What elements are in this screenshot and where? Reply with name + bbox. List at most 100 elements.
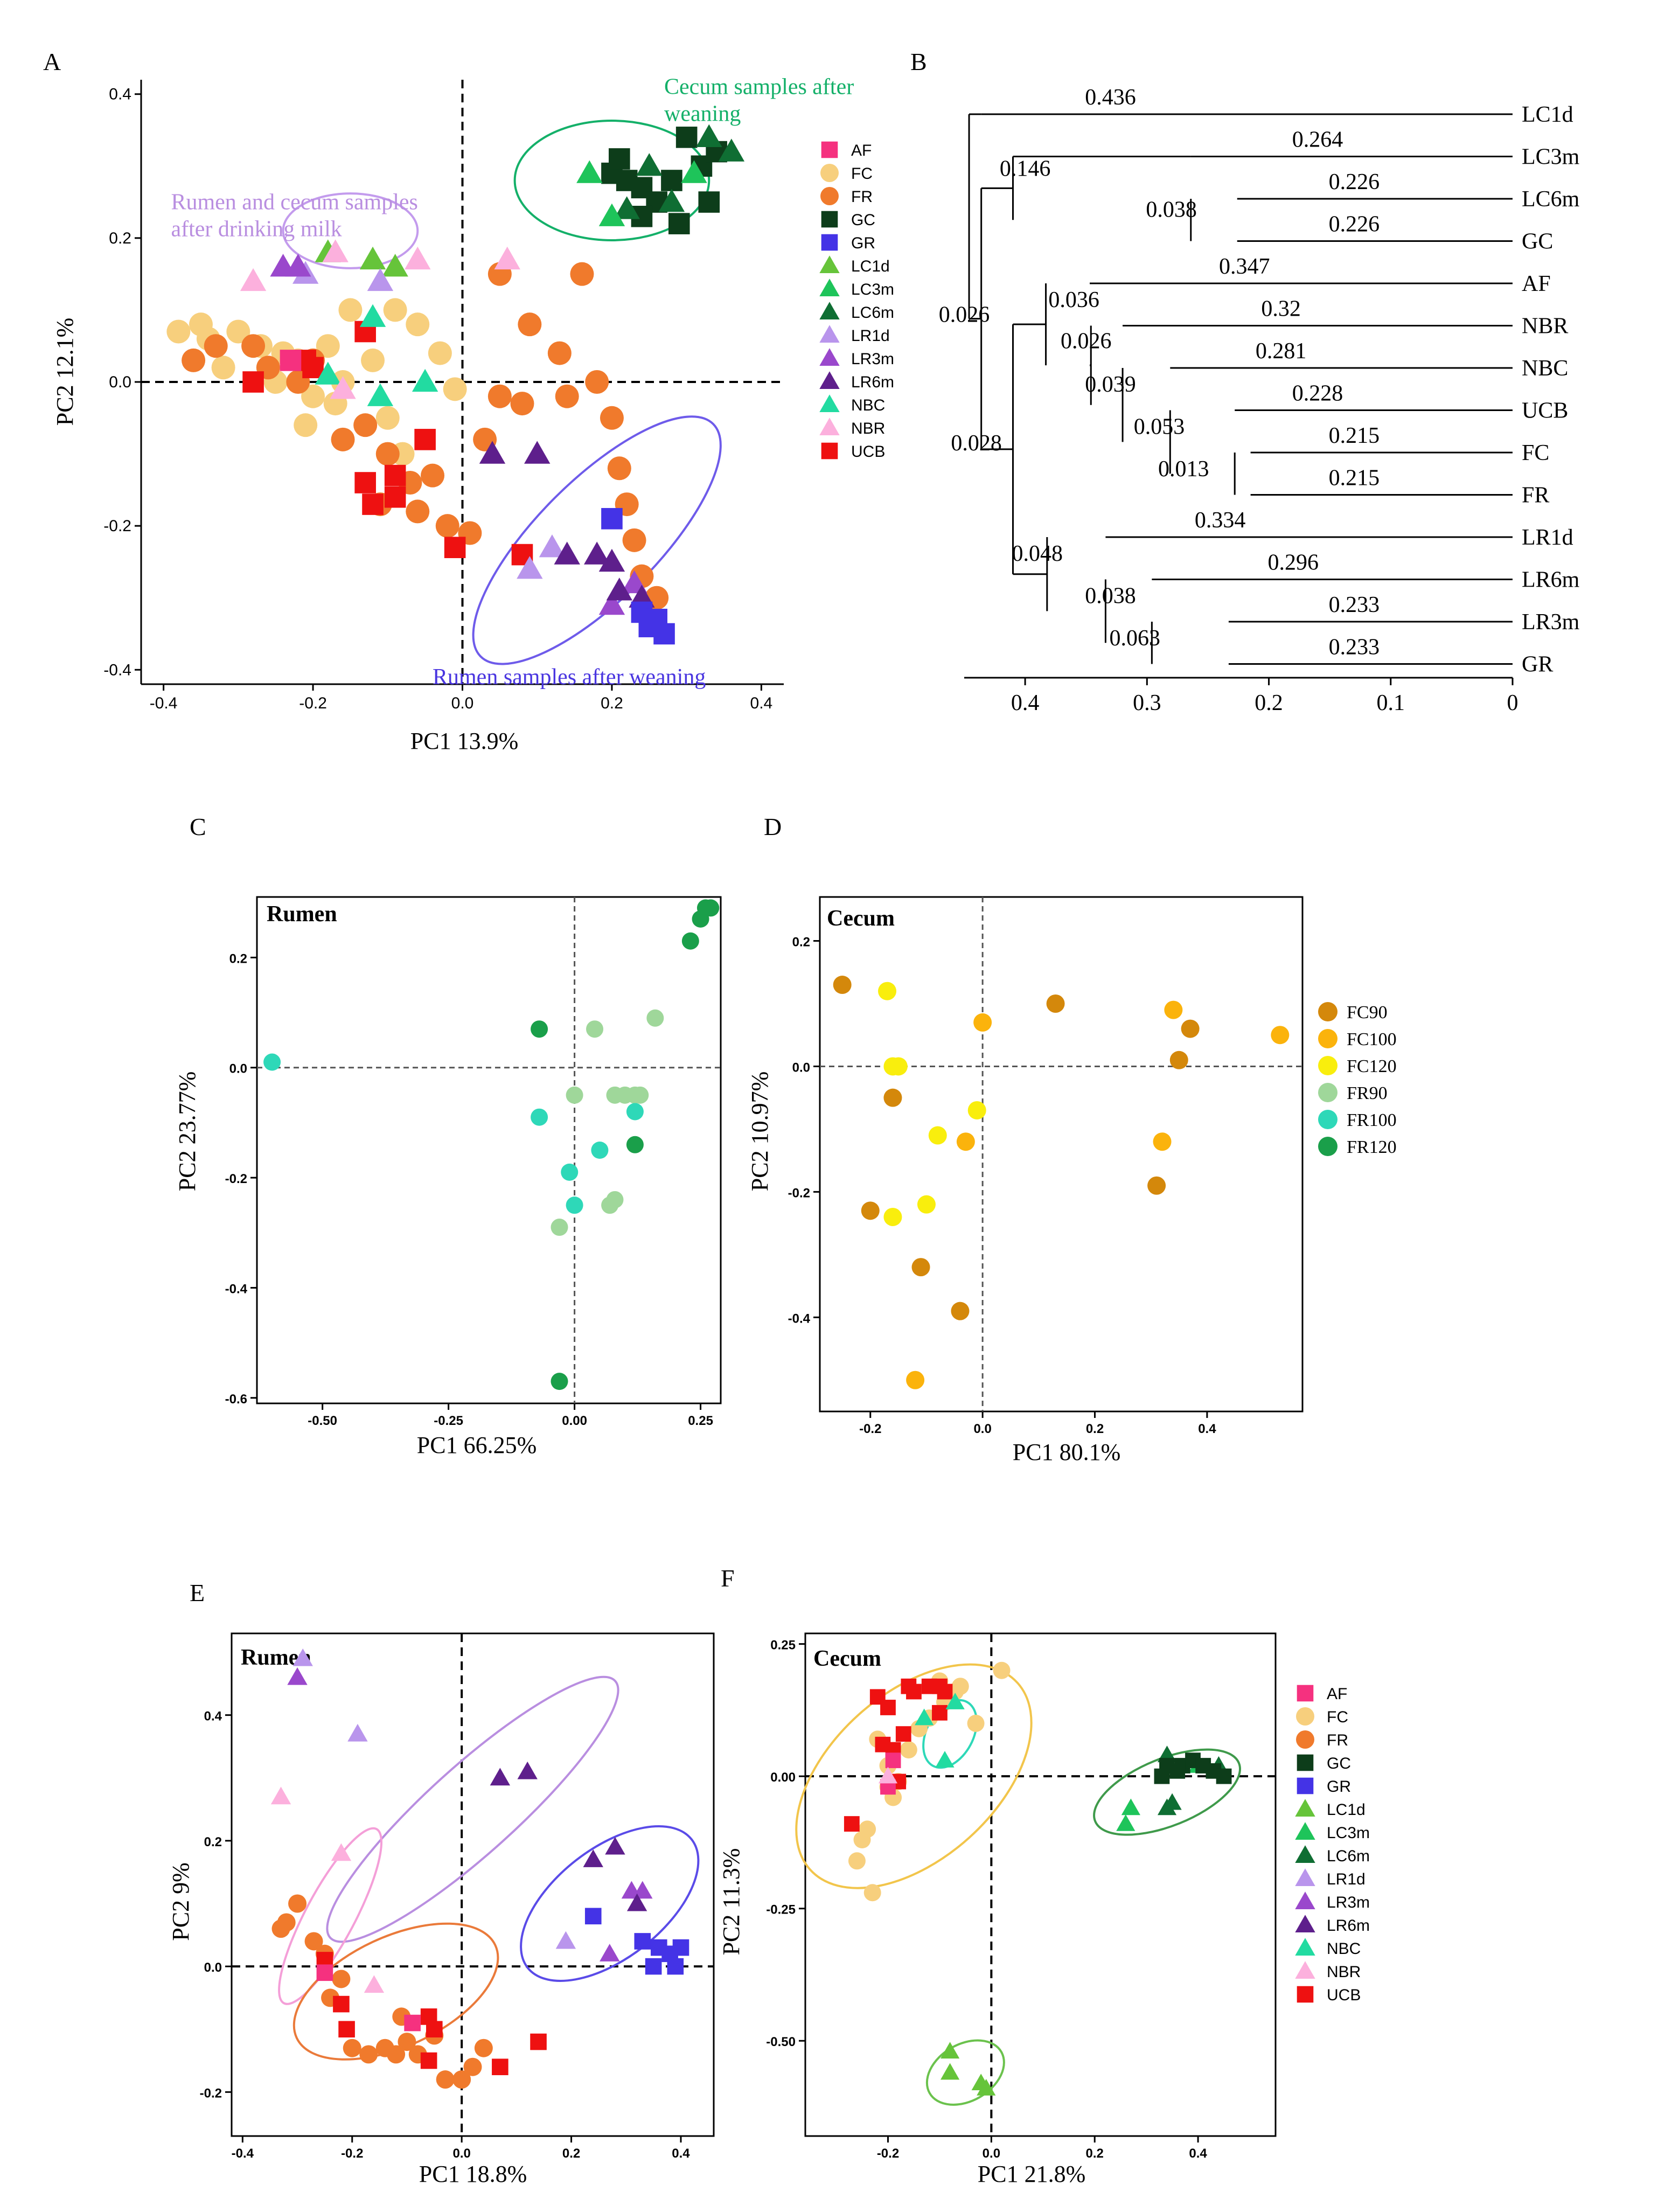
panel-d-ylabel: PC2 10.97% <box>747 1072 773 1191</box>
panel-d-point-fc90 <box>1046 994 1065 1013</box>
legend-f-triangle-nbr <box>1295 1961 1315 1979</box>
panel-e-point-fr <box>387 2045 406 2064</box>
panel-a-square-gc <box>609 148 630 170</box>
panel-a-triangle-nbc <box>315 361 342 385</box>
panel-e-triangle-lr6m <box>605 1837 625 1855</box>
panel-a-group-ellipse <box>282 192 419 269</box>
panel-f-triangle-nbc <box>915 1708 934 1726</box>
legend-f-label: FR <box>1327 1731 1348 1749</box>
dendrogram-leaf-label: GR <box>1522 652 1553 677</box>
panel-c-point-fr100 <box>561 1163 579 1181</box>
legend-cd-point-fc90 <box>1318 1002 1337 1021</box>
legend-f-label: NBC <box>1327 1940 1361 1958</box>
panel-c-point-fr90 <box>566 1086 583 1104</box>
legend-f-triangle-lc1d <box>1295 1799 1315 1817</box>
panel-c-point-fr90 <box>606 1191 624 1208</box>
legend-cd-point-fc100 <box>1318 1029 1337 1048</box>
panel-a-point-fc <box>166 319 191 344</box>
panel-a-triangle-nbr <box>494 246 520 270</box>
legend-a-label: FC <box>851 165 873 183</box>
panel-a-point-fr <box>406 499 430 524</box>
dendrogram-branch-label: 0.215 <box>1329 466 1380 491</box>
legend-cd-label: FC100 <box>1347 1030 1397 1049</box>
panel-f-point-fc <box>863 1884 881 1902</box>
panel-a-point-fc <box>338 298 363 322</box>
panel-a-annotation: Cecum samples after <box>664 75 854 100</box>
legend-f-label: NBR <box>1327 1963 1361 1981</box>
panel-e-triangle-lr1d <box>347 1723 368 1742</box>
panel-a-square-gc <box>661 170 682 191</box>
panel-a-triangle-nbr <box>240 268 267 291</box>
panel-d-point-fc90 <box>833 976 852 994</box>
dendrogram-branch-label: 0.146 <box>1000 157 1051 182</box>
panel-e-square-ucb <box>420 2052 437 2069</box>
panel-d-point-fc100 <box>906 1371 925 1389</box>
panel-f-point-fc <box>900 1741 917 1759</box>
legend-f-label: AF <box>1327 1685 1347 1703</box>
dendrogram-branch-label: 0.296 <box>1268 551 1319 575</box>
panel-d-point-fc90 <box>911 1258 930 1277</box>
legend-f-label: UCB <box>1327 1986 1361 2004</box>
panel-a-triangle-lc6m <box>636 153 663 176</box>
panel-f-title: Cecum <box>813 1646 881 1671</box>
panel-a-annotation: Rumen and cecum samples <box>171 190 417 214</box>
dendrogram-leaf-label: GC <box>1522 229 1553 254</box>
panel-e-point-fr <box>436 2070 455 2089</box>
panel-f-letter: F <box>721 1564 735 1592</box>
dendrogram-branch-label: 0.233 <box>1329 593 1380 617</box>
panel-e-triangle-lr6m <box>517 1761 538 1779</box>
panel-d-ytick-label: -0.4 <box>788 1311 811 1326</box>
panel-a-point-fr <box>510 392 534 416</box>
panel-a-triangle-nbr <box>405 246 431 270</box>
panel-f-xtick-label: 0.0 <box>983 2146 1000 2161</box>
panel-f-group-ellipse <box>925 2039 1005 2106</box>
panel-d-point-fc120 <box>917 1195 936 1214</box>
panel-a-xlabel: PC1 13.9% <box>410 728 518 754</box>
panel-a-triangle-lc1d <box>382 254 408 277</box>
panel-f-square-gc <box>1169 1763 1186 1779</box>
panel-a-point-fc <box>294 413 318 437</box>
dendrogram-leaf-label: LC3m <box>1522 145 1580 170</box>
panel-e-triangle-lr3m <box>600 1944 620 1961</box>
panel-a-point-fr <box>435 514 459 538</box>
panel-a-xtick-label: 0.2 <box>601 694 623 712</box>
panel-d-point-fc90 <box>1147 1176 1166 1195</box>
panel-c-ylabel: PC2 23.77% <box>174 1072 200 1191</box>
panel-d-title: Cecum <box>827 906 895 931</box>
panel-c-point-fr120 <box>531 1020 548 1038</box>
panel-e-square-gr <box>634 1933 651 1950</box>
panel-a-xtick-label: -0.4 <box>150 694 178 712</box>
panel-a-square-ucb <box>384 464 406 486</box>
dendrogram-branch-label: 0.347 <box>1219 254 1270 279</box>
panel-e-square-ucb <box>333 1995 350 2013</box>
panel-a-square-gr <box>638 616 660 637</box>
panel-c-point-fr90 <box>586 1020 604 1038</box>
panel-f-point-fc <box>951 1678 969 1695</box>
panel-d-point-fc90 <box>1181 1019 1200 1038</box>
panel-f-point-fc <box>967 1714 985 1732</box>
panel-e-point-fr <box>332 1970 351 1988</box>
panel-e-square-ucb <box>338 2021 355 2038</box>
panel-a-square-ucb <box>444 537 466 559</box>
legend-cd-point-fr90 <box>1318 1083 1337 1102</box>
panel-a-point-fr <box>622 528 646 552</box>
panel-e-triangle-lr3m <box>287 1667 308 1685</box>
panel-f-triangle-nbr <box>878 1766 898 1784</box>
legend-a-point-fr <box>820 187 839 205</box>
panel-e-triangle-nbr <box>270 1786 291 1805</box>
panel-e-point-fr <box>474 2039 493 2057</box>
panel-e-point-fr <box>343 2039 361 2057</box>
panel-c-point-fr120 <box>626 1136 644 1153</box>
panel-a-point-fr <box>353 413 378 437</box>
panel-a-triangle-lr6m <box>479 441 506 464</box>
panel-a-point-fr <box>331 427 355 451</box>
legend-a-triangle-nbc <box>819 394 840 413</box>
panel-c-ytick-label: 0.2 <box>229 951 247 966</box>
panel-d-xtick-label: 0.2 <box>1086 1422 1104 1436</box>
panel-e-point-fr <box>288 1894 307 1913</box>
panel-a-triangle-lr1d <box>539 534 566 558</box>
dendrogram-leaf-label: LR3m <box>1522 610 1580 635</box>
legend-cd-point-fr100 <box>1318 1110 1337 1129</box>
panel-e-point-fr <box>452 2070 471 2089</box>
dendrogram-xtick-label: 0.1 <box>1377 691 1405 715</box>
